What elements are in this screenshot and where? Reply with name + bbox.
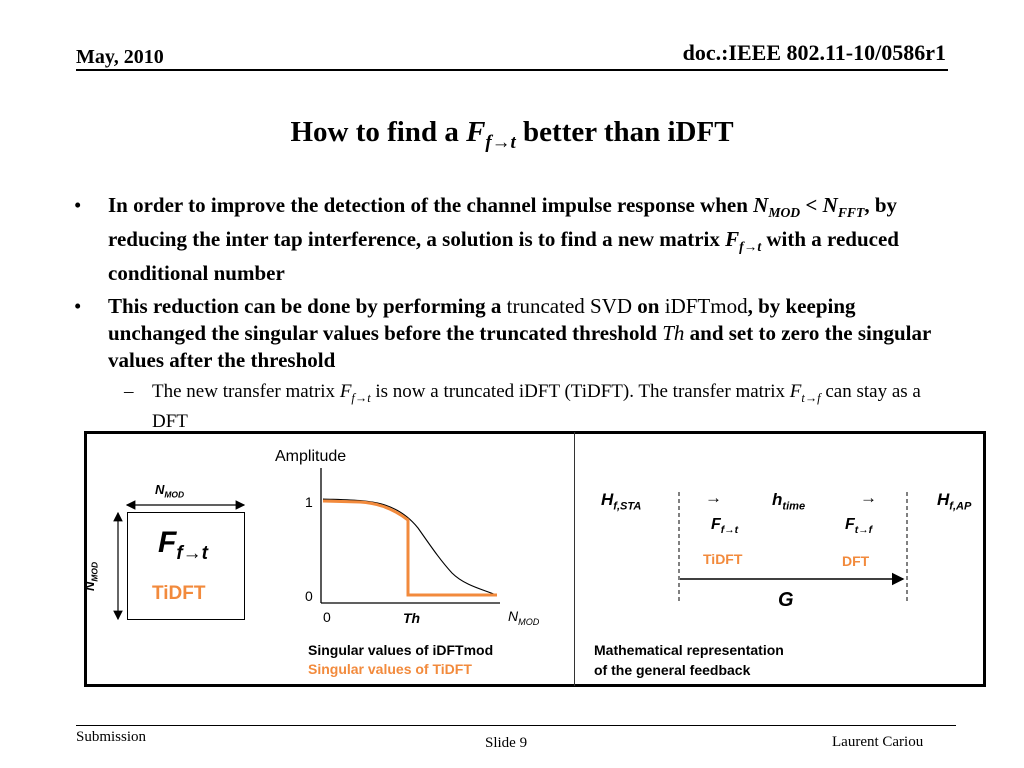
chart-caption-idftmod: Singular values of iDFTmod [308,642,494,658]
chart-amplitude-label: Amplitude [275,448,347,465]
chart-y-tick-1: 1 [305,494,313,510]
matrix-height-label: NMOD [82,561,100,591]
arrow-1-icon: → [705,488,722,507]
arrow-2-icon: → [860,488,877,507]
chart-caption-tidft: Singular values of TiDFT [308,661,472,677]
matrix-symbol: Ff→t [158,526,208,564]
g-label: G [778,589,794,611]
footer-rule [76,725,956,726]
f-f-to-t-label: Ff→t [711,516,739,537]
bullet-list: • In order to improve the detection of t… [74,192,954,434]
f-t-to-f-label: Ft→f [845,516,873,537]
bullet-1: • In order to improve the detection of t… [74,193,899,286]
h-f-sta-label: Hf,STA [601,490,642,513]
footer-submission: Submission [76,729,147,745]
tidft-label: TiDFT [703,551,743,567]
subbullet-1: – The new transfer matrix Ff→t is now a … [124,381,921,433]
h-time-label: htime [772,490,806,513]
feedback-caption-line-2: of the general feedback [594,662,751,678]
slide-title: How to find a Ff→t better than iDFT [290,116,734,153]
footer-slide-number: Slide 9 [485,735,528,751]
chart-x-axis-label: NMOD [508,608,540,627]
chart-y-tick-0: 0 [305,588,313,604]
h-f-ap-label: Hf,AP [937,490,972,513]
figure-frame [84,431,986,687]
dft-label: DFT [842,553,870,569]
feedback-caption-line-1: Mathematical representation [594,642,784,658]
header-rule [76,69,948,71]
header-doc-id: doc.:IEEE 802.11-10/0586r1 [682,40,946,65]
footer-author: Laurent Cariou [832,734,924,750]
matrix-box [127,512,245,620]
header-date: May, 2010 [76,46,164,68]
figure-divider [574,432,575,686]
matrix-tidft-label: TiDFT [152,583,206,604]
tidft-curve [322,499,497,597]
bullet-dot: • [74,193,82,217]
subbullet-dash: – [124,381,134,403]
chart-x-tick-0: 0 [323,609,331,625]
bullet-dot: • [74,294,82,319]
matrix-width-label: NMOD [155,482,185,500]
bullet-2: • This reduction can be done by performi… [74,294,931,373]
chart-threshold-label: Th [403,610,421,626]
